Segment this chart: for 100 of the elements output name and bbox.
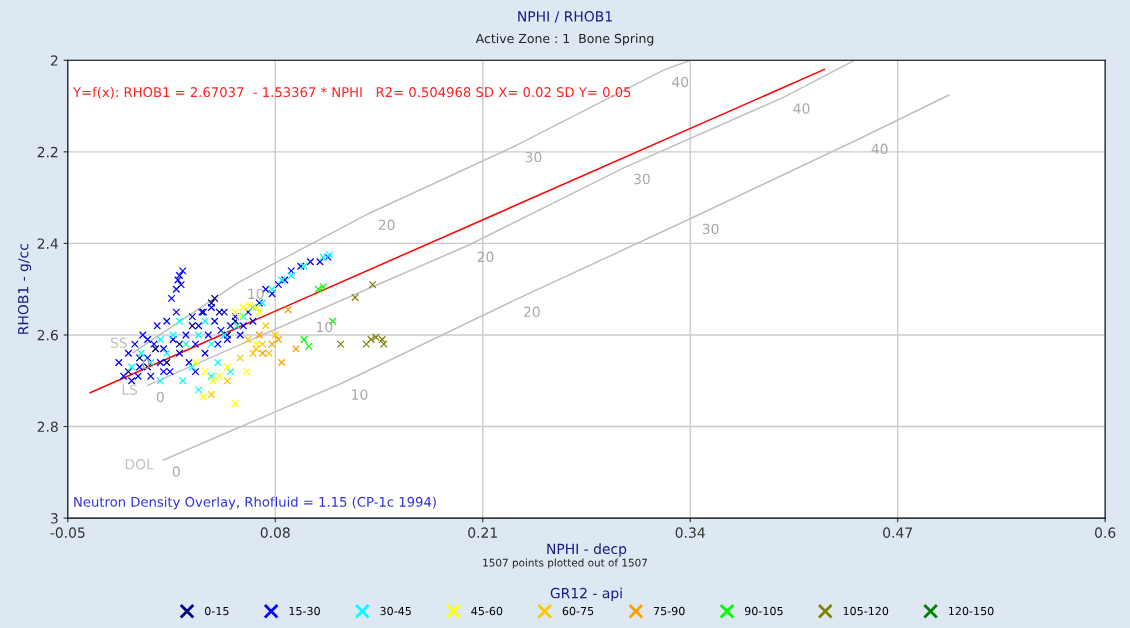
point [300, 335, 308, 344]
point [124, 349, 133, 358]
point [191, 358, 200, 367]
point [188, 312, 197, 321]
series-label: DOL [125, 459, 154, 470]
point [151, 344, 160, 353]
point [242, 367, 251, 376]
x-axis-title: NPHI - decp [547, 543, 627, 557]
point [156, 376, 165, 385]
point [271, 331, 280, 339]
annotation: 20 [378, 219, 395, 231]
point [137, 349, 146, 358]
point [252, 344, 260, 353]
point [162, 358, 171, 367]
point [213, 358, 222, 367]
point [207, 390, 216, 399]
point [188, 363, 197, 371]
point [249, 317, 257, 326]
point [210, 294, 219, 303]
annotation: 10 [352, 389, 368, 400]
point [182, 331, 190, 339]
chart-title: NPHI / RHOB1 [518, 11, 612, 23]
point [169, 331, 178, 339]
point [201, 317, 209, 326]
x-tick-label: 0.47 [883, 527, 912, 538]
point [239, 321, 248, 330]
point [258, 340, 267, 349]
point [146, 372, 155, 381]
point [287, 271, 296, 280]
point [119, 372, 128, 381]
legend-title: GR12 - api [550, 587, 622, 602]
annotation: 10 [317, 321, 333, 333]
point [199, 392, 208, 401]
point [287, 266, 296, 275]
y-axis-title: RHOB1 - g/cc [17, 244, 32, 334]
y-tick-label: 3 [50, 513, 58, 524]
point [169, 335, 178, 344]
point [124, 367, 133, 376]
point [231, 308, 240, 316]
point [226, 367, 235, 376]
series-label: LS [122, 384, 138, 395]
point [209, 376, 217, 385]
legend-label: 90-105 [744, 606, 783, 616]
x-tick-label: 0.08 [260, 527, 290, 538]
point [182, 340, 190, 349]
annotation: 30 [525, 151, 542, 163]
point [175, 349, 184, 358]
point [207, 372, 216, 381]
point [162, 317, 171, 326]
point [223, 335, 232, 344]
point [127, 363, 136, 371]
point [215, 372, 224, 381]
annotation: 0 [172, 466, 180, 477]
point [185, 358, 193, 367]
point [213, 340, 222, 349]
y-tick-label: 2 [50, 55, 58, 66]
point [150, 340, 158, 349]
point [261, 321, 270, 330]
point [207, 299, 216, 307]
legend-label: 75-90 [653, 606, 685, 616]
point [201, 367, 209, 376]
annotation: Neutron Density Overlay, Rhofluid = 1.15 (CP-1c 1994) [74, 496, 436, 510]
point [255, 331, 264, 339]
y-tick-label: 2.6 [37, 329, 58, 341]
point [177, 280, 185, 289]
point [277, 358, 286, 367]
point [188, 321, 197, 330]
annotation: 20 [477, 251, 494, 263]
legend-label: 0-15 [205, 606, 229, 616]
legend-label: 105-120 [843, 606, 889, 616]
point [268, 289, 276, 298]
x-tick-label: -0.05 [50, 527, 85, 538]
point [296, 262, 305, 271]
point [159, 344, 168, 353]
point [191, 340, 200, 349]
point [268, 340, 276, 349]
point [162, 349, 171, 358]
point [362, 340, 371, 349]
point [255, 308, 264, 316]
point [194, 386, 203, 394]
annotation: 20 [524, 306, 540, 318]
point [233, 321, 241, 330]
annotation: 0 [156, 391, 164, 403]
x-tick-label: 0.21 [468, 527, 497, 538]
point [252, 340, 260, 349]
point [172, 285, 181, 294]
point [172, 308, 181, 316]
annotation: 30 [702, 223, 719, 235]
chart-subtitle: Active Zone : 1 Bone Spring [475, 33, 654, 46]
point [194, 331, 203, 339]
annotation: 30 [634, 173, 650, 185]
point [236, 331, 245, 339]
point [274, 280, 283, 289]
point [204, 331, 213, 339]
point [143, 335, 152, 344]
point [174, 276, 182, 284]
point [244, 335, 253, 344]
legend-label: 120-150 [949, 606, 994, 616]
point [379, 340, 388, 349]
point [274, 335, 283, 344]
